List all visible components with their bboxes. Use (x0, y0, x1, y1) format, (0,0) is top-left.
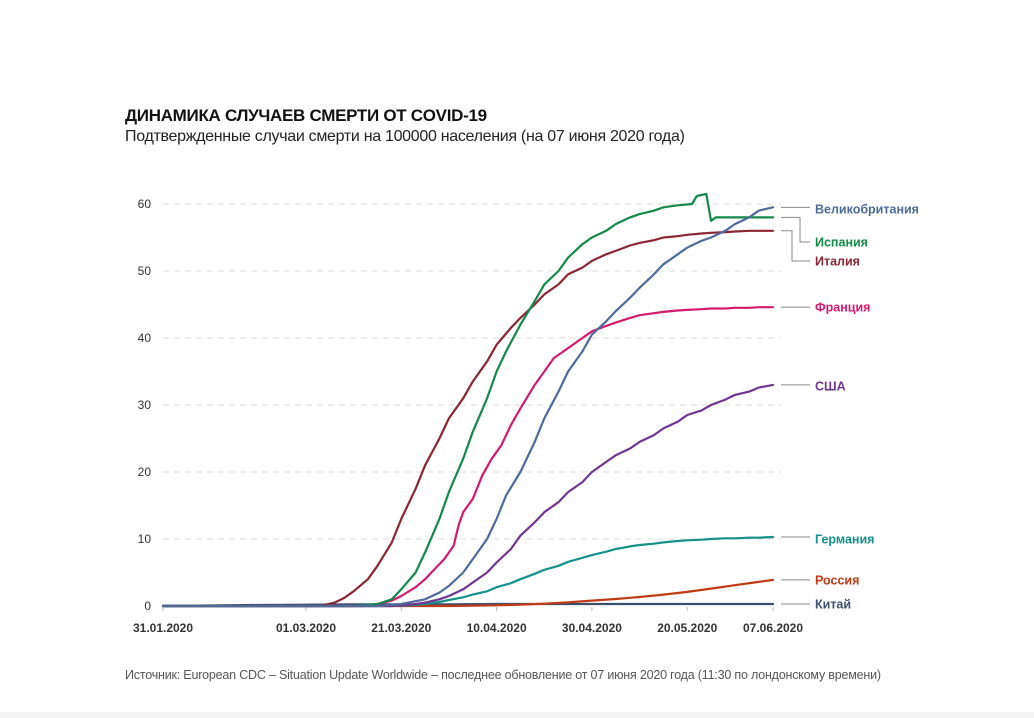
y-tick-label: 30 (138, 398, 152, 412)
x-tick-label: 31.01.2020 (133, 621, 193, 635)
series-label: Испания (815, 236, 868, 250)
series-line-Германия (161, 535, 775, 608)
series-label: Германия (815, 533, 874, 547)
series-labels: Великобритания Испания Италия Франция США Гер… (781, 203, 919, 612)
y-tick-label: 10 (138, 532, 152, 546)
x-tick-label: 01.03.2020 (276, 621, 336, 635)
chart-title: ДИНАМИКА СЛУЧАЕВ СМЕРТИ ОТ COVID-19 (125, 106, 487, 125)
y-tick-label: 40 (138, 331, 152, 345)
x-tick-label: 21.03.2020 (371, 621, 431, 635)
series-label: Китай (815, 598, 851, 612)
y-tick-label: 60 (138, 197, 152, 211)
x-tick-label: 30.04.2020 (562, 621, 622, 635)
series-line-Испания (161, 192, 775, 608)
y-tick-label: 20 (138, 465, 152, 479)
series-line-Франция (161, 306, 775, 608)
y-tick-label: 0 (144, 599, 151, 613)
x-axis-ticks: 31.01.2020 01.03.2020 21.03.2020 10.04.2020… (133, 607, 803, 635)
series-line-Великобритания (161, 206, 775, 608)
series-line-Италия (161, 229, 775, 608)
series-label: Франция (815, 301, 870, 315)
source-note: Источник: European CDC – Situation Updat… (125, 668, 881, 682)
leader-line (781, 230, 810, 262)
series-label: Россия (815, 574, 859, 588)
series-line-США (161, 383, 775, 608)
bottom-strip (0, 712, 1034, 718)
series-line-Китай (161, 602, 775, 608)
y-axis-ticks: 0 10 20 30 40 50 60 (138, 197, 152, 613)
line-chart: 0 10 20 30 40 50 60 31.01.2020 01.03.2020 21.03.… (133, 192, 919, 635)
x-tick-label: 07.06.2020 (743, 621, 803, 635)
x-tick-label: 10.04.2020 (467, 621, 527, 635)
x-tick-label: 20.05.2020 (657, 621, 717, 635)
leader-line (781, 216, 810, 243)
gridlines (163, 203, 781, 540)
series-label: Италия (815, 255, 860, 269)
series-lines (161, 192, 775, 608)
series-label: США (815, 380, 846, 394)
chart-subtitle: Подтвержденные случаи смерти на 100000 н… (125, 128, 685, 145)
series-line-Россия (161, 578, 775, 608)
series-label: Великобритания (815, 203, 919, 217)
y-tick-label: 50 (138, 264, 152, 278)
